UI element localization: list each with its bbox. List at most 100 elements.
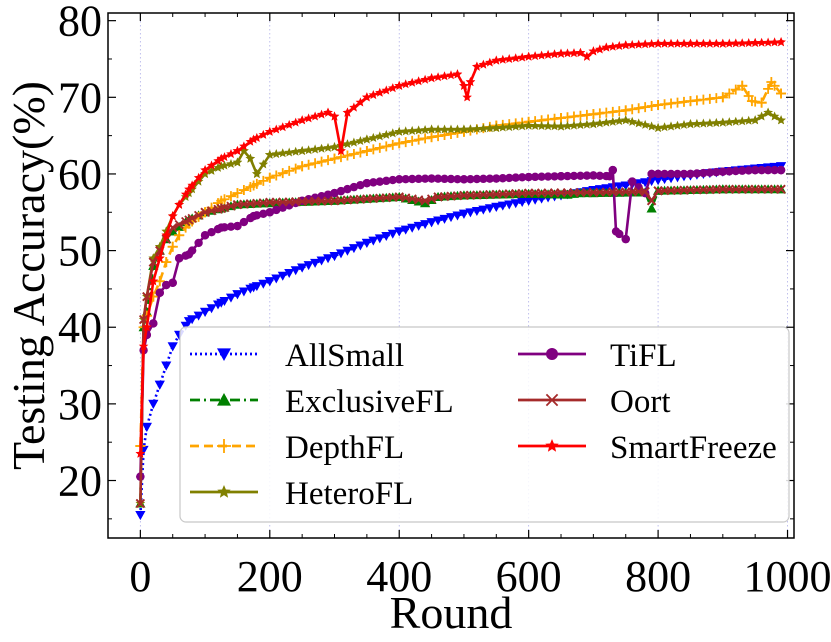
data-point bbox=[620, 181, 631, 191]
data-point bbox=[297, 161, 308, 172]
data-point bbox=[608, 41, 618, 51]
data-point bbox=[161, 257, 172, 268]
data-point bbox=[698, 38, 709, 48]
legend-marker bbox=[217, 348, 231, 361]
data-point bbox=[712, 167, 721, 177]
data-point bbox=[614, 116, 624, 126]
data-point bbox=[717, 92, 728, 103]
data-point bbox=[265, 208, 274, 217]
data-point bbox=[627, 39, 637, 49]
data-point bbox=[239, 141, 249, 151]
data-point bbox=[335, 152, 346, 163]
data-point bbox=[530, 172, 540, 182]
data-point bbox=[265, 197, 275, 207]
data-point bbox=[672, 38, 683, 48]
data-point bbox=[614, 182, 625, 192]
data-point bbox=[653, 123, 663, 132]
data-point bbox=[407, 77, 417, 87]
data-point bbox=[621, 40, 631, 50]
data-point bbox=[207, 227, 216, 237]
data-point bbox=[589, 171, 598, 180]
data-point bbox=[517, 173, 527, 182]
data-point bbox=[666, 38, 676, 48]
data-point bbox=[135, 448, 146, 458]
data-point bbox=[420, 125, 430, 134]
data-point bbox=[705, 38, 715, 48]
data-point bbox=[193, 210, 204, 220]
y-axis-label: Testing Accuracy(%) bbox=[3, 81, 54, 470]
data-point bbox=[479, 174, 488, 184]
data-point bbox=[672, 120, 683, 130]
data-point bbox=[543, 49, 553, 59]
data-point bbox=[232, 290, 243, 300]
legend-marker bbox=[217, 439, 231, 453]
legend-marker bbox=[217, 393, 231, 406]
data-point bbox=[200, 165, 210, 175]
data-point bbox=[731, 38, 741, 48]
data-point bbox=[387, 229, 398, 239]
data-point bbox=[524, 188, 534, 198]
data-point bbox=[142, 322, 152, 332]
data-point bbox=[750, 37, 760, 47]
data-point bbox=[705, 168, 715, 177]
data-point bbox=[272, 205, 281, 215]
data-point bbox=[361, 238, 372, 248]
legend-label: HeteroFL bbox=[285, 476, 413, 512]
data-point bbox=[769, 37, 780, 47]
data-point bbox=[679, 169, 689, 179]
data-point bbox=[414, 174, 423, 184]
data-point bbox=[563, 171, 572, 181]
data-point bbox=[348, 244, 359, 254]
data-point bbox=[248, 180, 259, 191]
data-point bbox=[582, 119, 592, 129]
data-point bbox=[621, 234, 630, 244]
data-point bbox=[213, 162, 223, 172]
data-point bbox=[248, 134, 259, 144]
data-point bbox=[485, 174, 495, 183]
data-point bbox=[216, 203, 226, 214]
data-point bbox=[776, 115, 786, 125]
data-point bbox=[504, 54, 514, 63]
legend-entry-allsmall: AllSmall bbox=[190, 338, 404, 374]
y-tick-label: 50 bbox=[58, 227, 102, 276]
data-point bbox=[659, 38, 670, 48]
data-point bbox=[323, 107, 333, 117]
data-point bbox=[679, 119, 689, 129]
data-point bbox=[530, 51, 540, 61]
data-point bbox=[666, 121, 676, 131]
data-point bbox=[757, 165, 766, 175]
data-point bbox=[452, 69, 463, 79]
legend-marker bbox=[546, 348, 558, 360]
legend: AllSmall ExclusiveFL DepthFL HeteroFL TiFL Oo… bbox=[179, 326, 790, 523]
data-point bbox=[504, 200, 515, 210]
data-point bbox=[277, 168, 288, 179]
data-point bbox=[297, 263, 308, 273]
data-point bbox=[238, 185, 249, 196]
data-point bbox=[549, 121, 560, 131]
data-point bbox=[271, 124, 281, 134]
data-point bbox=[284, 268, 295, 278]
data-point bbox=[699, 168, 708, 178]
x-tick-label: 600 bbox=[496, 552, 562, 601]
data-point bbox=[336, 146, 346, 155]
data-point bbox=[440, 174, 449, 184]
data-point bbox=[200, 168, 210, 178]
data-point bbox=[343, 184, 352, 194]
data-point bbox=[193, 172, 204, 182]
data-point bbox=[462, 92, 472, 102]
data-point bbox=[154, 276, 165, 287]
data-point bbox=[686, 169, 695, 179]
y-tick-label: 60 bbox=[58, 150, 102, 199]
data-point bbox=[439, 71, 450, 81]
data-point bbox=[763, 107, 773, 117]
data-point bbox=[640, 102, 651, 113]
data-point bbox=[369, 178, 378, 187]
data-point bbox=[216, 298, 227, 308]
data-point bbox=[290, 146, 301, 156]
data-point bbox=[459, 190, 469, 201]
data-point bbox=[420, 198, 431, 208]
data-point bbox=[763, 37, 773, 47]
data-point bbox=[194, 238, 203, 248]
data-point bbox=[375, 87, 385, 97]
data-point bbox=[746, 96, 757, 107]
